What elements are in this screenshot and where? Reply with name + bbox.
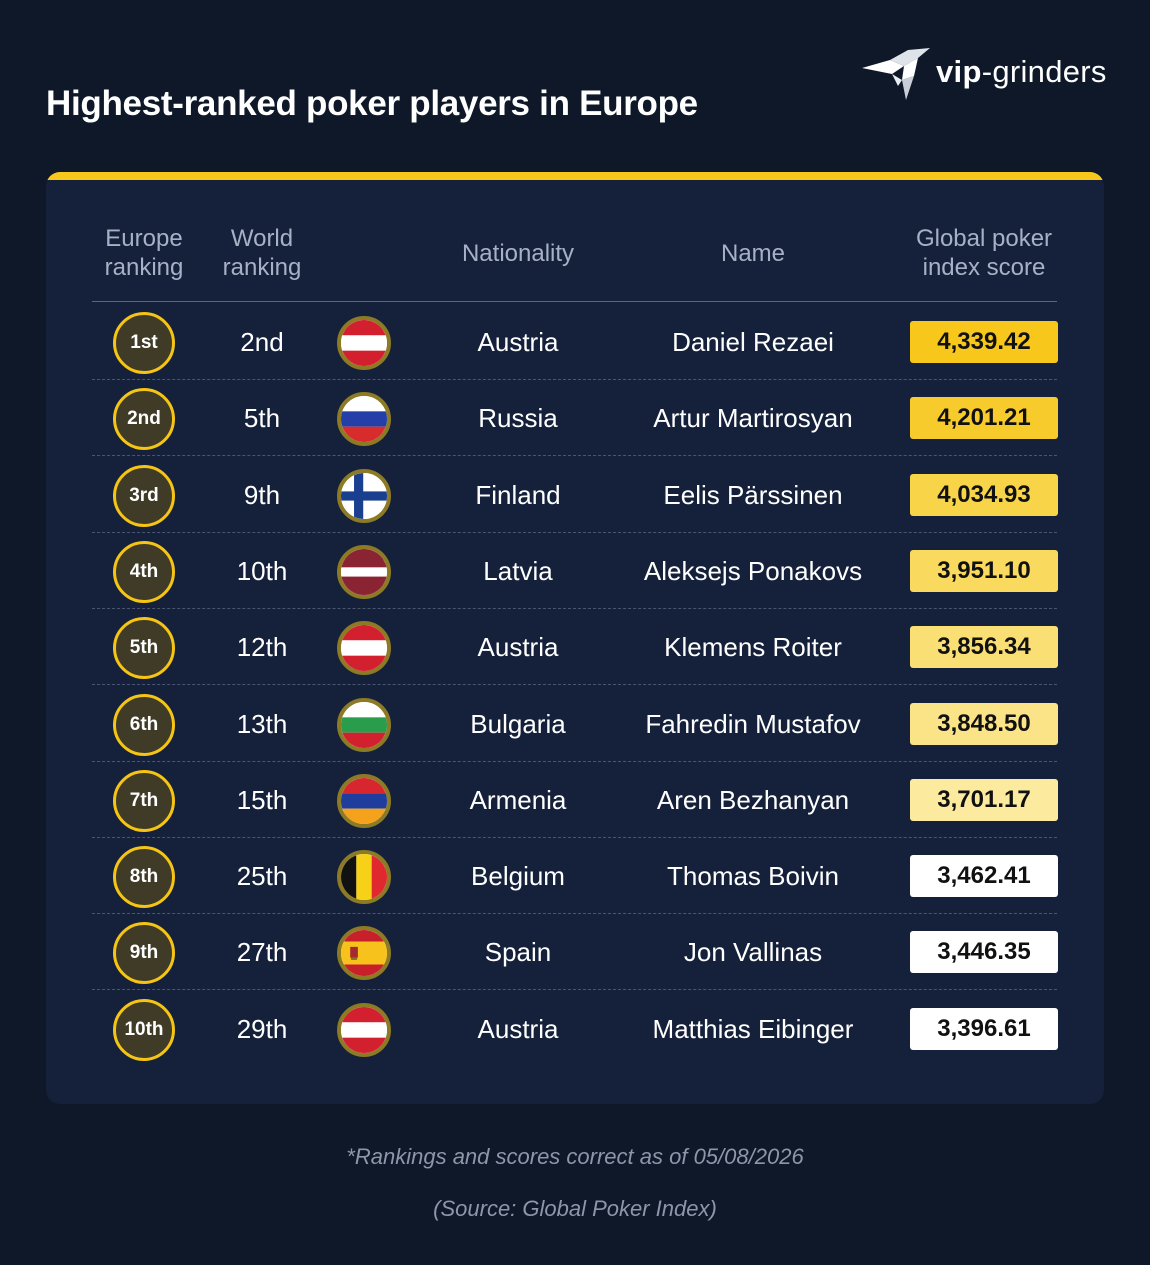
- header-world-ranking: World ranking: [222, 225, 302, 281]
- score-value: 3,951.10: [910, 549, 1058, 592]
- nationality: Bulgaria: [470, 708, 566, 739]
- bulgaria-flag-icon: [337, 697, 391, 752]
- table-row: 8th 25th Belgium Thomas Boivin 3,462.41: [46, 838, 1104, 915]
- score-value: 3,396.61: [910, 1007, 1058, 1050]
- vip-grinders-logo: vip-grinders: [862, 44, 1107, 104]
- russia-flag-icon: [337, 392, 391, 447]
- player-name: Thomas Boivin: [667, 861, 839, 892]
- player-name: Aren Bezhanyan: [656, 784, 850, 815]
- armenia-flag-icon: [337, 773, 391, 828]
- latvia-flag-icon: [337, 544, 391, 599]
- card-accent-bar: [46, 172, 1104, 180]
- row-divider: [92, 684, 1057, 686]
- nationality: Spain: [484, 937, 552, 968]
- europe-rank-badge: 7th: [113, 769, 175, 832]
- row-divider: [92, 760, 1057, 762]
- nationality: Latvia: [483, 555, 553, 586]
- player-name: Aleksejs Ponakovs: [643, 555, 863, 586]
- world-rank: 13th: [236, 708, 288, 739]
- player-name: Fahredin Mustafov: [645, 708, 861, 739]
- score-value: 4,201.21: [910, 397, 1058, 440]
- header-europe-ranking: Europe ranking: [104, 225, 184, 281]
- page-title: Highest-ranked poker players in Europe: [46, 84, 698, 123]
- row-divider: [92, 607, 1057, 609]
- europe-rank-badge: 1st: [113, 312, 175, 374]
- header-name: Name: [720, 240, 786, 267]
- player-name: Daniel Rezaei: [672, 327, 834, 357]
- date-footnote: *Rankings and scores correct as of 05/08…: [346, 1144, 804, 1169]
- nationality: Finland: [475, 479, 561, 510]
- europe-rank-badge: 8th: [113, 846, 175, 909]
- score-value: 3,848.50: [910, 702, 1058, 745]
- player-name: Jon Vallinas: [683, 937, 823, 968]
- row-divider: [92, 913, 1057, 915]
- world-rank: 5th: [243, 403, 281, 434]
- austria-flag-icon: [337, 1002, 391, 1057]
- table-row: 3rd 9th Finland Eelis Pärssinen 4,034.93: [46, 457, 1104, 533]
- europe-rank-badge: 10th: [113, 998, 175, 1061]
- ranking-table-card: Europe ranking World ranking Nationality…: [46, 172, 1104, 1104]
- finland-flag-icon: [337, 468, 391, 523]
- header-score: Global poker index score: [915, 225, 1053, 281]
- table-row: 6th 13th Bulgaria Fahredin Mustafov 3,848.50: [46, 686, 1104, 762]
- world-rank: 10th: [236, 555, 288, 586]
- nationality: Armenia: [469, 784, 567, 815]
- europe-rank-badge: 2nd: [113, 388, 175, 451]
- europe-rank-badge: 9th: [113, 922, 175, 985]
- table-row: 9th 27th Spain Jon Vallinas 3,446.35: [46, 914, 1104, 991]
- score-value: 3,446.35: [910, 931, 1058, 974]
- header-divider: [92, 301, 1057, 302]
- score-value: 3,856.34: [910, 626, 1058, 669]
- nationality: Austria: [477, 632, 559, 663]
- world-rank: 25th: [236, 861, 288, 892]
- row-divider: [92, 379, 1057, 380]
- logo-vip: vip: [936, 54, 982, 89]
- austria-flag-icon: [337, 621, 391, 676]
- table-row: 2nd 5th Russia Artur Martirosyan 4,201.21: [46, 380, 1104, 457]
- hummingbird-icon: [862, 48, 930, 100]
- belgium-flag-icon: [337, 850, 391, 905]
- nationality: Austria: [477, 1013, 559, 1044]
- score-value: 3,701.17: [910, 778, 1058, 821]
- score-value: 4,034.93: [910, 473, 1058, 516]
- world-rank: 29th: [236, 1013, 288, 1044]
- world-rank: 2nd: [240, 327, 284, 357]
- score-value: 3,462.41: [910, 855, 1058, 898]
- spain-flag-icon: [337, 926, 391, 981]
- europe-rank-badge: 4th: [113, 540, 175, 603]
- row-divider: [92, 531, 1057, 533]
- austria-flag-icon: [337, 316, 391, 370]
- table-row: 10th 29th Austria Matthias Eibinger 3,396.61: [46, 991, 1104, 1067]
- world-rank: 12th: [236, 632, 288, 663]
- player-name: Artur Martirosyan: [653, 403, 853, 434]
- table-row: 7th 15th Armenia Aren Bezhanyan 3,701.17: [46, 762, 1104, 838]
- europe-rank-badge: 3rd: [113, 464, 175, 527]
- nationality: Russia: [478, 403, 558, 434]
- logo-grinders: -grinders: [981, 54, 1107, 89]
- table-row: 5th 12th Austria Klemens Roiter 3,856.34: [46, 609, 1104, 686]
- header-nationality: Nationality: [461, 240, 575, 267]
- player-name: Klemens Roiter: [664, 632, 842, 663]
- nationality: Austria: [477, 327, 559, 357]
- row-divider: [92, 455, 1057, 457]
- table-row: 4th 10th Latvia Aleksejs Ponakovs 3,951.10: [46, 533, 1104, 609]
- score-value: 4,339.42: [910, 321, 1058, 363]
- europe-rank-badge: 5th: [113, 617, 175, 680]
- nationality: Belgium: [471, 861, 565, 892]
- player-name: Matthias Eibinger: [652, 1013, 854, 1044]
- row-divider: [92, 989, 1057, 991]
- player-name: Eelis Pärssinen: [663, 479, 843, 510]
- source-footnote: (Source: Global Poker Index): [433, 1196, 717, 1221]
- world-rank: 27th: [236, 937, 288, 968]
- world-rank: 9th: [243, 479, 281, 510]
- europe-rank-badge: 6th: [113, 693, 175, 756]
- logo-wordmark: vip-grinders: [936, 54, 1107, 90]
- world-rank: 15th: [236, 784, 288, 815]
- row-divider: [92, 836, 1057, 838]
- table-row: 1st 2nd Austria Daniel Rezaei 4,339.42: [46, 304, 1104, 380]
